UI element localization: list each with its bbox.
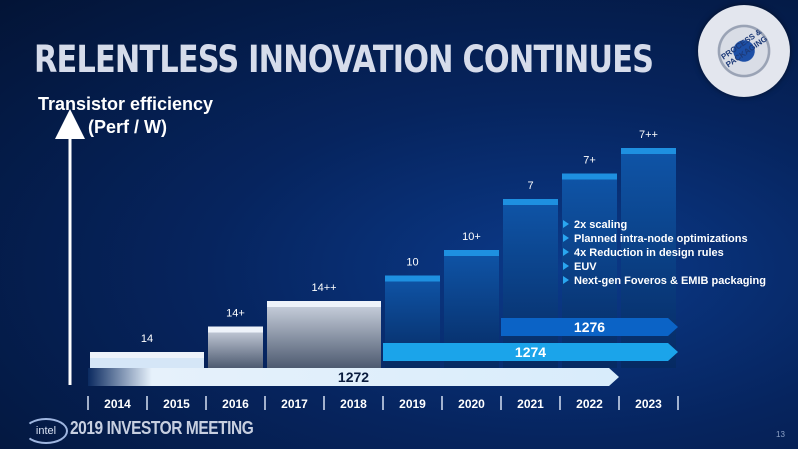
node-bar-14p-label: 14+ (226, 308, 245, 320)
node-bar-14pp (267, 301, 381, 368)
year-tick-label: 2021 (517, 397, 544, 411)
process-label-1276: 1276 (574, 319, 605, 335)
year-tick-label: 2017 (281, 397, 308, 411)
year-tick-label: 2018 (340, 397, 367, 411)
bullet-marker (563, 220, 569, 228)
node-bar-7pp-top-edge (621, 148, 676, 154)
bullet-marker (563, 262, 569, 270)
year-tick-label: 2020 (458, 397, 485, 411)
year-tick-label: 2022 (576, 397, 603, 411)
year-tick-label: 2014 (104, 397, 131, 411)
node-bar-7p-label: 7+ (583, 155, 596, 167)
node-bar-7-label: 7 (527, 180, 533, 192)
node-bar-7-top-edge (503, 199, 558, 205)
process-bar-1274 (383, 343, 678, 361)
year-tick-label: 2016 (222, 397, 249, 411)
node-bar-14pp-top-edge (267, 301, 381, 307)
node-bar-10p-label: 10+ (462, 231, 481, 243)
node-bar-7pp-label: 7++ (639, 129, 658, 141)
footer-event: 2019 INVESTOR MEETING (70, 418, 254, 438)
page-title: RELENTLESS INNOVATION CONTINUES (34, 38, 654, 81)
year-tick-label: 2015 (163, 397, 190, 411)
bullet-marker (563, 248, 569, 256)
year-tick-label: 2023 (635, 397, 662, 411)
node-bar-14p (208, 326, 263, 368)
process-bar-1276 (501, 318, 678, 336)
node-bar-10-top-edge (385, 275, 440, 282)
process-label-1274: 1274 (515, 344, 546, 360)
node-bar-14-label: 14 (141, 333, 153, 345)
y-axis-title-line2: (Perf / W) (88, 117, 167, 137)
node-bar-14pp-label: 14++ (311, 282, 336, 294)
node-bar-14-top-edge (90, 352, 204, 358)
node-bar-7 (503, 199, 558, 368)
bullet-text: 4x Reduction in design rules (574, 247, 724, 259)
bullet-text: Next-gen Foveros & EMIB packaging (574, 275, 766, 287)
node-bar-10-label: 10 (406, 257, 418, 269)
bullet-marker (563, 234, 569, 242)
intel-logo: intel (24, 418, 68, 444)
process-packaging-badge: PROCESS & PACKAGING (698, 5, 790, 97)
bullet-text: 2x scaling (574, 219, 627, 231)
process-bar-1272 (88, 368, 619, 386)
bullet-text: EUV (574, 261, 597, 273)
process-label-1272: 1272 (338, 369, 369, 385)
node-bar-7p-top-edge (562, 173, 617, 180)
node-bar-10p-top-edge (444, 250, 499, 256)
year-tick-label: 2019 (399, 397, 426, 411)
bullet-text: Planned intra-node optimizations (574, 233, 748, 245)
page-number: 13 (776, 430, 785, 439)
bullet-marker (563, 276, 569, 284)
node-bar-14p-top-edge (208, 326, 263, 333)
